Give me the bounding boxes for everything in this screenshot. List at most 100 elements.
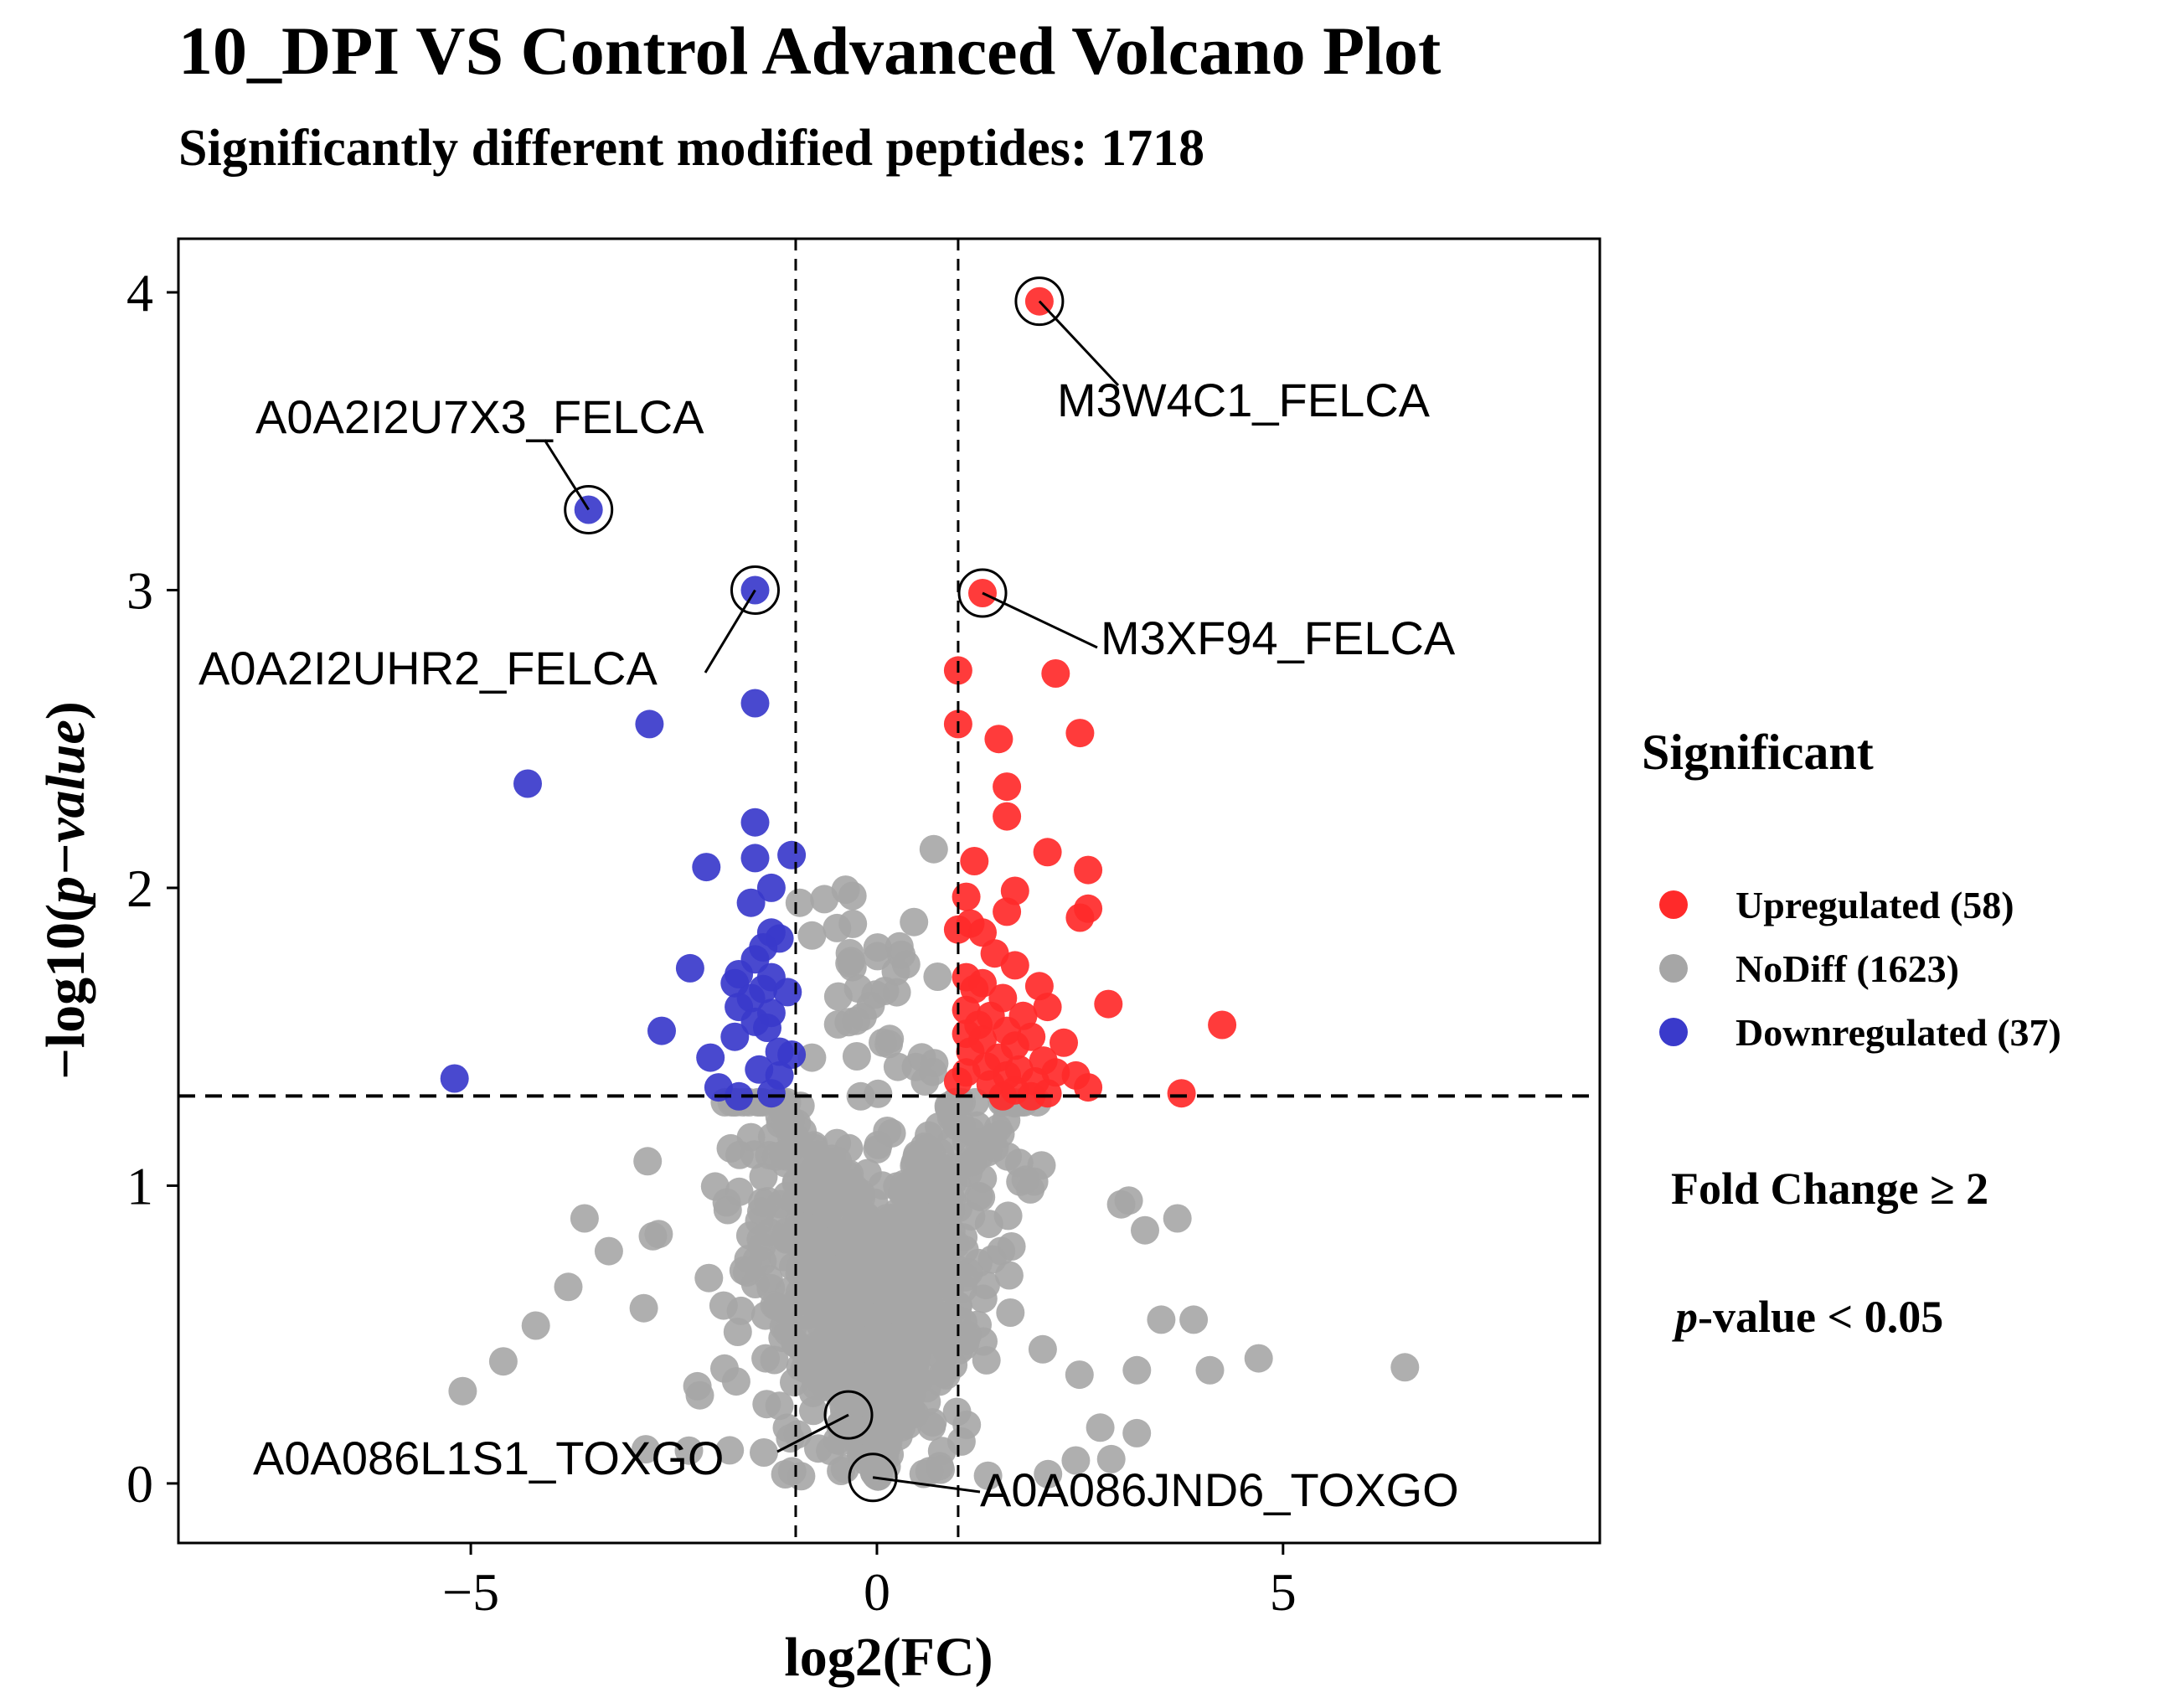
downregulated-point xyxy=(777,1040,807,1069)
nodiff-point xyxy=(835,948,864,978)
nodiff-point xyxy=(912,1374,941,1403)
nodiff-point xyxy=(900,907,929,937)
nodiff-point xyxy=(993,1201,1023,1231)
annotation-label: A0A086JND6_TOXGO xyxy=(980,1463,1459,1516)
nodiff-point xyxy=(874,1258,903,1287)
upregulated-point xyxy=(1050,1028,1078,1057)
nodiff-point xyxy=(851,1201,880,1231)
nodiff-point xyxy=(834,1133,864,1163)
nodiff-point xyxy=(823,1009,853,1039)
annotation-label: M3W4C1_FELCA xyxy=(1057,374,1431,426)
nodiff-point xyxy=(934,1300,963,1329)
nodiff-point xyxy=(1122,1355,1152,1385)
upregulated-point xyxy=(984,725,1013,754)
y-axis-title: −log10(p−value) xyxy=(35,701,96,1080)
y-tick-label: 4 xyxy=(126,263,153,323)
nodiff-point xyxy=(1027,1151,1056,1180)
upregulated-point xyxy=(1033,838,1062,867)
annotation-leader-line xyxy=(704,589,756,673)
nodiff-point xyxy=(965,1141,994,1170)
nodiff-point xyxy=(923,962,952,991)
criteria-fold-change: Fold Change ≥ 2 xyxy=(1671,1164,1988,1214)
nodiff-point xyxy=(1028,1334,1057,1364)
upregulated-point xyxy=(1074,855,1103,885)
downregulated-point xyxy=(740,844,770,873)
nodiff-point xyxy=(715,1436,745,1465)
annotation-leader-line xyxy=(872,1476,981,1494)
legend-marker-downregulated xyxy=(1659,1018,1688,1046)
nodiff-point xyxy=(810,885,839,914)
criteria-pvalue-italic: p xyxy=(1672,1292,1698,1342)
nodiff-point xyxy=(836,1300,865,1329)
nodiff-point xyxy=(1179,1305,1209,1334)
upregulated-point xyxy=(988,1081,1018,1111)
annotation-label: M3XF94_FELCA xyxy=(1101,611,1456,664)
y-tick-label: 2 xyxy=(126,859,153,918)
nodiff-point xyxy=(776,1424,805,1453)
nodiff-point xyxy=(448,1376,477,1406)
annotation-highlight-circle xyxy=(957,568,1008,618)
nodiff-point xyxy=(901,1052,931,1081)
threshold-lines xyxy=(178,239,1600,1543)
upregulated-point xyxy=(1033,993,1062,1022)
nodiff-point xyxy=(1244,1344,1273,1373)
upregulated-point xyxy=(993,897,1022,926)
nodiff-point xyxy=(799,1396,828,1426)
nodiff-point xyxy=(488,1347,518,1376)
nodiff-point xyxy=(952,1410,982,1439)
nodiff-point xyxy=(950,1235,979,1264)
downregulated-point xyxy=(740,808,770,837)
nodiff-point xyxy=(1147,1305,1176,1334)
nodiff-point xyxy=(848,1002,877,1031)
nodiff-point xyxy=(951,1262,980,1292)
nodiff-point xyxy=(1096,1444,1126,1473)
x-tick-label: −5 xyxy=(442,1562,499,1622)
annotation-leader-line xyxy=(1038,300,1120,387)
nodiff-point xyxy=(723,1318,752,1346)
nodiff-point xyxy=(973,1461,1003,1490)
nodiff-point xyxy=(872,1452,901,1481)
nodiff-point xyxy=(925,1241,954,1271)
chart-title: 10_DPI VS Control Advanced Volcano Plot xyxy=(178,13,1441,89)
nodiff-point xyxy=(919,834,948,864)
annotation-highlight-circle xyxy=(730,565,780,615)
nodiff-point xyxy=(756,1273,786,1303)
nodiff-point xyxy=(521,1311,550,1340)
nodiff-point xyxy=(968,1164,998,1193)
nodiff-point xyxy=(797,921,827,950)
nodiff-point xyxy=(629,1293,658,1323)
upregulated-point xyxy=(968,579,997,607)
nodiff-point xyxy=(716,1133,745,1163)
nodiff-point xyxy=(841,1324,870,1353)
nodiff-point xyxy=(782,1228,812,1257)
upregulated-point xyxy=(1041,659,1070,688)
downregulated-point xyxy=(574,495,603,524)
downregulated-point xyxy=(696,1043,725,1072)
nodiff-point xyxy=(1004,1148,1034,1178)
nodiff-point xyxy=(1061,1446,1091,1475)
legend: Significant Upregulated (58) NoDiff (162… xyxy=(1642,725,2061,1054)
nodiff-point xyxy=(885,931,914,961)
nodiff-point xyxy=(913,1137,942,1165)
axes: −5 0 5 0 1 2 3 4 xyxy=(126,263,1297,1622)
nodiff-point xyxy=(1065,1360,1094,1390)
upregulated-point xyxy=(1208,1010,1237,1040)
nodiff-point xyxy=(831,875,860,905)
downregulated-point xyxy=(740,689,770,718)
nodiff-point xyxy=(869,1028,897,1057)
upregulated-point xyxy=(1167,1079,1196,1108)
nodiff-point xyxy=(873,1117,902,1145)
nodiff-point xyxy=(734,1245,763,1273)
nodiff-point xyxy=(771,1460,800,1489)
nodiff-point xyxy=(721,1367,750,1396)
downregulated-point xyxy=(736,888,766,917)
upregulated-point xyxy=(952,882,981,911)
x-tick-label: 5 xyxy=(1270,1562,1297,1622)
nodiff-point xyxy=(674,1436,704,1465)
nodiff-point xyxy=(1086,1413,1115,1442)
nodiff-point xyxy=(1195,1355,1225,1385)
nodiff-point xyxy=(725,1177,754,1206)
nodiff-point xyxy=(996,1298,1025,1327)
nodiff-point xyxy=(594,1236,623,1266)
nodiff-point xyxy=(1034,1459,1063,1489)
